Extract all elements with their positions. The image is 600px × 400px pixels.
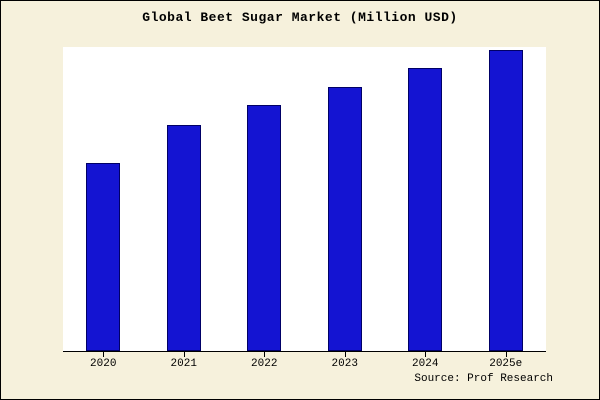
plot-area (63, 47, 547, 357)
bar-slot-2025e (466, 47, 547, 357)
x-axis-tick (505, 352, 507, 357)
bar-2023 (327, 86, 362, 351)
bar-2025e (488, 50, 523, 351)
x-axis-tick (183, 352, 185, 357)
x-tick-label-2020: 2020 (90, 358, 117, 370)
bar-slot-2024 (385, 47, 466, 357)
x-tick-label-2022: 2022 (251, 358, 278, 370)
x-axis-tick (264, 352, 266, 357)
x-axis-tick (344, 352, 346, 357)
x-tick-label-2023: 2023 (331, 358, 358, 370)
bar-2021 (166, 124, 201, 351)
bar-slot-2020 (63, 47, 144, 357)
source-credit: Source: Prof Research (414, 373, 553, 385)
bars-row (63, 47, 547, 357)
bar-2022 (247, 104, 282, 351)
x-axis-tick (103, 352, 105, 357)
bar-2024 (408, 68, 443, 351)
bar-slot-2021 (144, 47, 225, 357)
x-tick-label-2024: 2024 (412, 358, 439, 370)
bar-slot-2023 (305, 47, 386, 357)
x-axis-tick (425, 352, 427, 357)
x-axis-labels: 2020 2021 2022 2023 2024 2025e (63, 358, 546, 370)
bar-2020 (86, 162, 121, 351)
x-tick-label-2025e: 2025e (489, 358, 523, 370)
x-tick-label-2021: 2021 (170, 358, 197, 370)
chart-title: Global Beet Sugar Market (Million USD) (142, 10, 458, 25)
bar-slot-2022 (224, 47, 305, 357)
